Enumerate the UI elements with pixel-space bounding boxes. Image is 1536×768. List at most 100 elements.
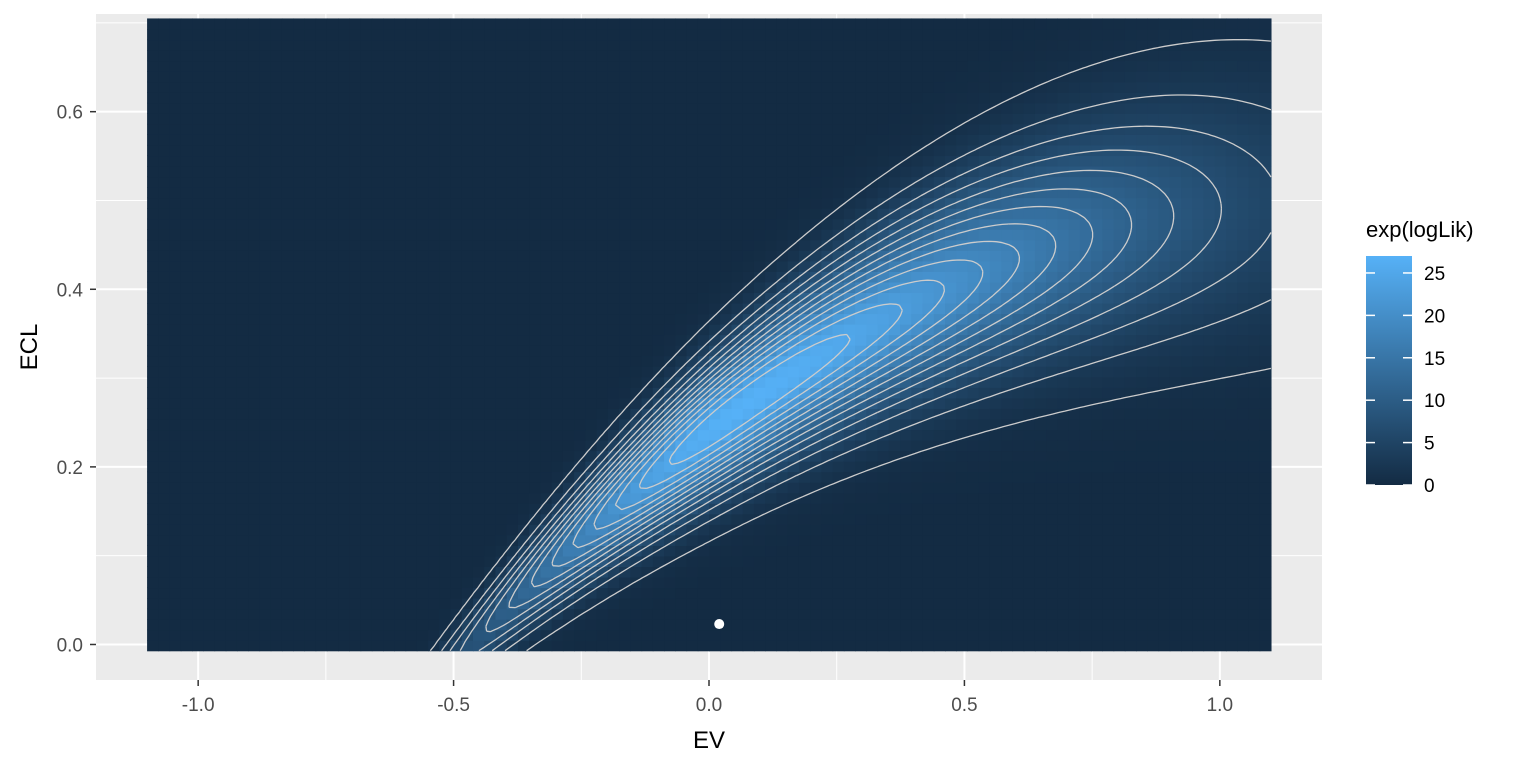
heatmap-tile <box>866 619 879 631</box>
heatmap-tile <box>675 439 688 452</box>
heatmap-tile <box>652 313 665 325</box>
heatmap-tile <box>236 397 249 409</box>
heatmap-tile <box>394 134 407 146</box>
heatmap-tile <box>967 545 980 557</box>
heatmap-tile <box>293 144 306 157</box>
heatmap-tile <box>529 387 542 399</box>
heatmap-tile <box>574 39 586 51</box>
heatmap-tile <box>686 271 699 283</box>
heatmap-tile <box>619 355 631 367</box>
heatmap-tile <box>641 334 654 346</box>
heatmap-tile <box>742 640 755 652</box>
heatmap-tile <box>630 176 643 188</box>
heatmap-tile <box>259 397 272 409</box>
heatmap-tile <box>439 155 452 167</box>
heatmap-tile <box>270 271 283 283</box>
heatmap-tile <box>517 587 530 599</box>
heatmap-tile <box>765 608 778 620</box>
heatmap-tile <box>911 471 924 483</box>
heatmap-tile <box>360 366 373 378</box>
heatmap-tile <box>607 239 620 251</box>
heatmap-tile <box>843 366 856 378</box>
heatmap-tile <box>686 640 699 652</box>
heatmap-tile <box>832 587 845 599</box>
heatmap-tile <box>619 576 631 589</box>
heatmap-tile <box>630 366 643 378</box>
heatmap-tile <box>248 545 261 557</box>
heatmap-tile <box>383 92 395 104</box>
heatmap-tile <box>338 92 350 104</box>
heatmap-tile <box>742 376 755 388</box>
heatmap-tile <box>787 144 800 157</box>
heatmap-tile <box>540 450 553 462</box>
heatmap-tile <box>192 123 204 135</box>
heatmap-tile <box>1046 239 1058 251</box>
heatmap-tile <box>158 60 171 72</box>
heatmap-tile <box>585 619 598 631</box>
heatmap-tile <box>461 619 474 631</box>
heatmap-tile <box>720 229 733 241</box>
heatmap-tile <box>315 50 328 62</box>
heatmap-tile <box>225 545 238 557</box>
heatmap-tile <box>574 598 586 610</box>
heatmap-tile <box>664 187 676 199</box>
heatmap-tile <box>619 292 631 304</box>
heatmap-tile <box>259 355 272 367</box>
heatmap-tile <box>731 366 744 378</box>
heatmap-tile <box>169 408 182 420</box>
heatmap-tile <box>787 302 800 315</box>
heatmap-tile <box>293 355 306 367</box>
heatmap-tile <box>607 345 620 357</box>
heatmap-tile <box>900 155 912 167</box>
heatmap-tile <box>562 492 575 504</box>
heatmap-tile <box>1046 292 1058 304</box>
heatmap-tile <box>911 555 924 567</box>
heatmap-tile <box>1046 366 1058 378</box>
heatmap-tile <box>1068 218 1081 230</box>
heatmap-tile <box>529 324 542 336</box>
heatmap-tile <box>821 503 834 515</box>
heatmap-tile <box>855 60 867 72</box>
heatmap-tile <box>225 576 238 589</box>
heatmap-tile <box>248 134 261 146</box>
heatmap-tile <box>967 28 980 41</box>
heatmap-tile <box>810 524 822 536</box>
heatmap-tile <box>619 71 631 83</box>
heatmap-tile <box>652 640 665 652</box>
heatmap-tile <box>349 418 362 431</box>
heatmap-tile <box>192 439 204 452</box>
heatmap-tile <box>315 461 328 473</box>
heatmap-tile <box>956 545 969 557</box>
heatmap-tile <box>270 50 283 62</box>
heatmap-tile <box>900 471 912 483</box>
heatmap-tile <box>383 640 395 652</box>
heatmap-tile <box>169 123 182 135</box>
heatmap-tile <box>675 429 688 441</box>
heatmap-tile <box>439 345 452 357</box>
heatmap-tile <box>810 39 822 51</box>
heatmap-tile <box>900 134 912 146</box>
heatmap-tile <box>888 187 901 199</box>
heatmap-tile <box>607 334 620 346</box>
heatmap-tile <box>281 229 294 241</box>
heatmap-tile <box>461 39 474 51</box>
heatmap-tile <box>428 165 440 178</box>
heatmap-tile <box>607 503 620 515</box>
heatmap-tile <box>798 165 811 178</box>
heatmap-tile <box>866 155 879 167</box>
heatmap-tile <box>1001 123 1014 135</box>
heatmap-tile <box>720 429 733 441</box>
heatmap-tile <box>147 471 159 483</box>
heatmap-tile <box>360 92 373 104</box>
heatmap-tile <box>428 281 440 294</box>
heatmap-tile <box>529 144 542 157</box>
heatmap-tile <box>360 81 373 93</box>
heatmap-tile <box>686 418 699 431</box>
heatmap-tile <box>203 334 216 346</box>
heatmap-tile <box>956 187 969 199</box>
heatmap-tile <box>405 387 418 399</box>
heatmap-tile <box>742 71 755 83</box>
heatmap-tile <box>1046 260 1058 272</box>
heatmap-tile <box>360 302 373 315</box>
heatmap-tile <box>832 250 845 262</box>
